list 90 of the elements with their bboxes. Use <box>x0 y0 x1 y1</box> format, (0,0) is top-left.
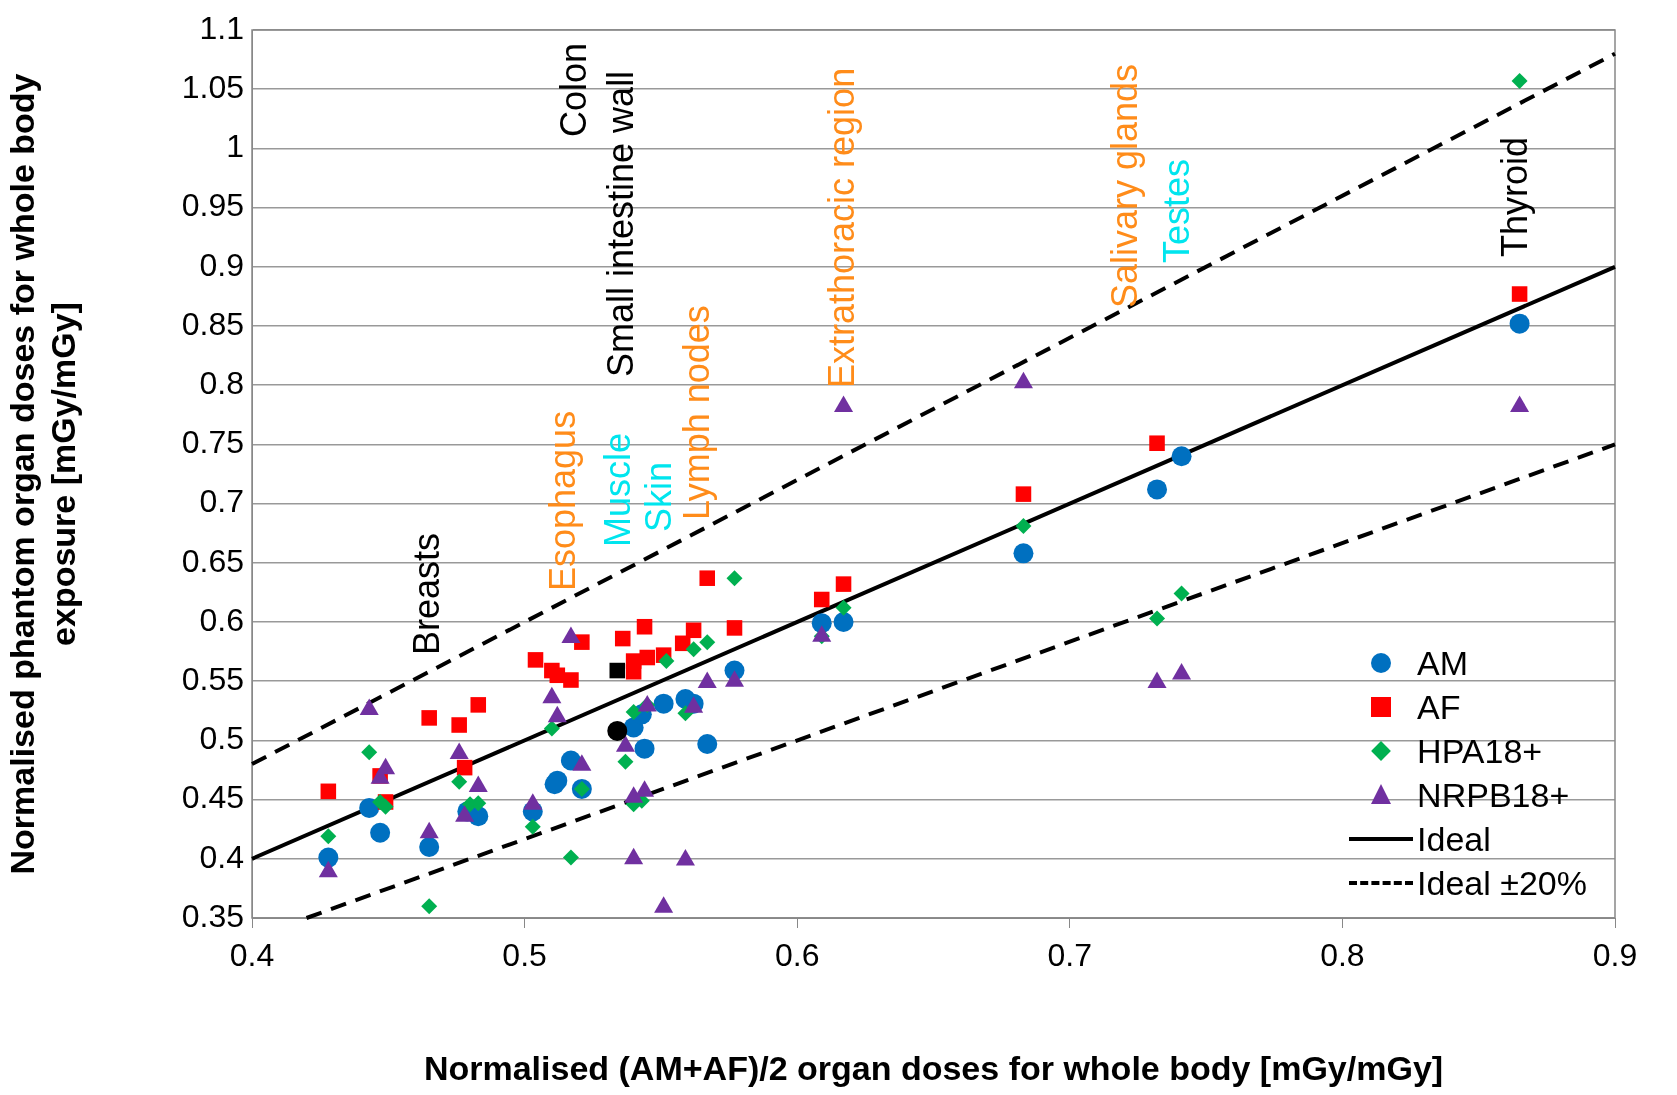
annotation: Thyroid <box>1493 136 1535 257</box>
point <box>833 612 854 632</box>
point <box>813 591 830 608</box>
point <box>835 576 852 592</box>
x-axis-title: Normalised (AM+AF)/2 organ doses for whole body [mGy/mGy] <box>423 1048 1444 1087</box>
y-tick-label: 1.1 <box>199 9 244 46</box>
point <box>726 620 743 636</box>
point <box>607 720 628 741</box>
point <box>1171 446 1192 467</box>
point <box>320 828 337 845</box>
point <box>1509 313 1530 334</box>
point <box>699 570 716 586</box>
x-tick-label: 0.6 <box>774 937 820 974</box>
legend-label: AM <box>1417 643 1469 684</box>
point <box>419 836 440 857</box>
point <box>639 649 656 666</box>
point <box>636 618 653 635</box>
point <box>699 634 716 651</box>
point <box>614 630 631 647</box>
annotation: Extrathoracic region <box>820 67 862 388</box>
point <box>697 733 718 754</box>
point <box>562 849 579 866</box>
point <box>563 672 579 688</box>
y-tick-label: 0.45 <box>181 779 244 816</box>
point <box>470 697 487 713</box>
point <box>451 773 468 790</box>
point <box>456 759 473 776</box>
annotation: Testes <box>1155 158 1197 263</box>
y-tick-label: 0.35 <box>181 897 244 934</box>
annotation: Breasts <box>405 532 447 655</box>
annotation: Small intestine wall <box>599 70 641 377</box>
point <box>685 641 702 658</box>
point <box>726 570 743 587</box>
legend-label: HPA18+ <box>1417 731 1543 772</box>
x-tick-label: 0.7 <box>1047 937 1093 974</box>
y-tick-label: 1.05 <box>181 69 244 106</box>
y-tick-label: 0.95 <box>181 187 244 224</box>
point <box>1015 486 1032 502</box>
y-tick-label: 0.85 <box>181 305 244 342</box>
y-axis-title: Normalised phantom organ doses for whole body exposure [mGy/mGy] <box>2 73 82 875</box>
point <box>1173 585 1190 602</box>
point <box>1015 518 1032 535</box>
y-tick-label: 0.75 <box>181 424 244 461</box>
annotation: Colon <box>552 42 594 137</box>
y-tick-label: 0.65 <box>181 542 244 579</box>
point <box>653 693 674 714</box>
point <box>320 783 337 800</box>
point <box>1511 286 1528 302</box>
point <box>1147 479 1168 500</box>
point <box>524 818 541 835</box>
point <box>361 744 378 761</box>
point <box>370 822 391 843</box>
legend-label: Ideal ±20% <box>1417 863 1587 904</box>
y-tick-label: 0.7 <box>199 483 244 520</box>
point <box>451 717 467 733</box>
point <box>543 720 560 737</box>
y-tick-label: 0.5 <box>199 720 244 757</box>
point <box>625 703 642 720</box>
point <box>1149 610 1166 627</box>
y-tick-label: 0.55 <box>181 661 244 698</box>
x-tick-label: 0.9 <box>1592 937 1638 974</box>
legend-label: AF <box>1417 687 1461 728</box>
y-tick-label: 1 <box>226 128 244 165</box>
point <box>625 663 642 680</box>
x-tick-label: 0.4 <box>229 937 275 974</box>
point <box>634 738 655 759</box>
point <box>527 652 544 668</box>
y-tick-label: 0.9 <box>199 246 244 283</box>
point <box>1013 543 1034 564</box>
x-tick-label: 0.5 <box>502 937 547 974</box>
annotation: Salivary glands <box>1103 63 1145 308</box>
point <box>318 847 339 868</box>
point <box>609 662 626 679</box>
point <box>1149 435 1165 451</box>
point <box>658 653 675 670</box>
point <box>421 710 437 726</box>
y-tick-label: 0.4 <box>199 838 244 875</box>
legend-label: NRPB18+ <box>1417 775 1570 816</box>
point <box>359 797 380 818</box>
point <box>421 898 438 915</box>
point <box>685 622 702 639</box>
annotation: Esophagus <box>541 410 583 591</box>
point <box>1511 72 1528 89</box>
point <box>617 753 634 770</box>
point <box>835 599 852 616</box>
legend-label: Ideal <box>1417 819 1491 860</box>
x-tick-label: 0.8 <box>1320 937 1365 974</box>
y-tick-label: 0.6 <box>199 601 244 638</box>
annotation: Muscle <box>596 432 638 547</box>
y-tick-label: 0.8 <box>199 365 244 402</box>
